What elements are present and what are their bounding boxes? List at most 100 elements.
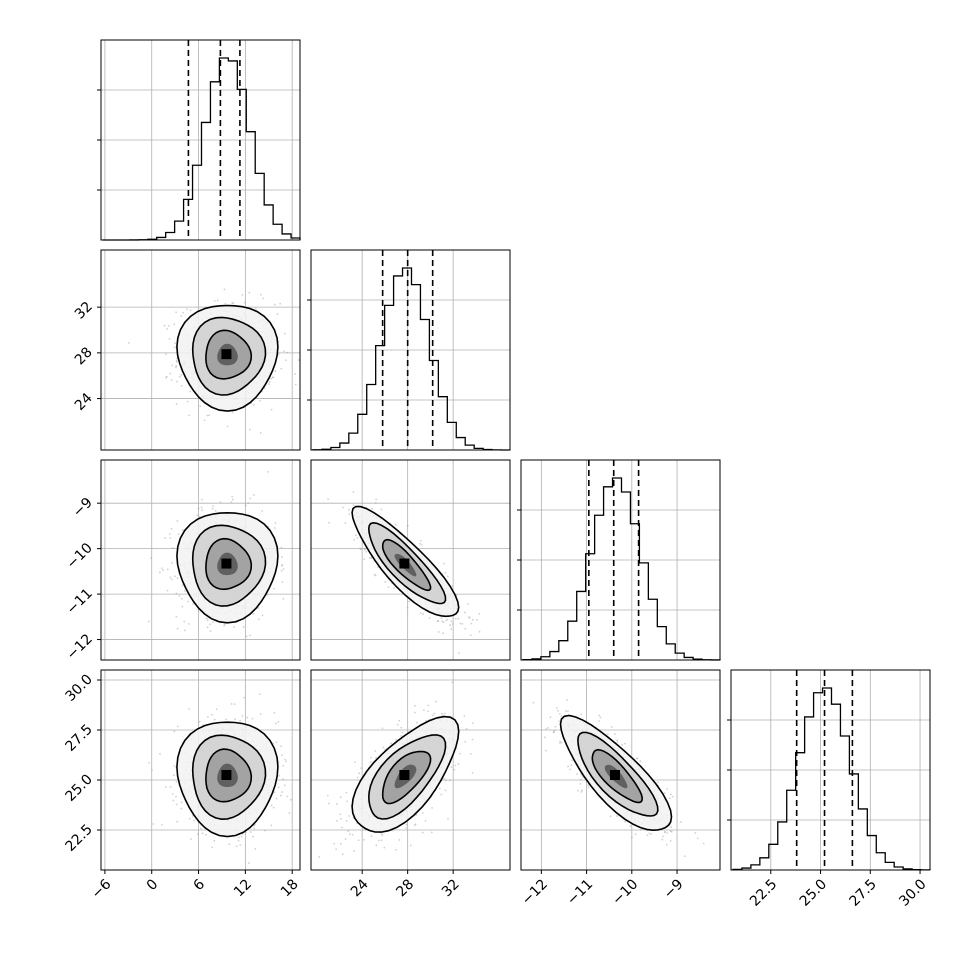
sample-point [664,830,666,833]
sample-point [180,374,183,376]
sample-point [441,620,444,623]
sample-point [405,827,407,829]
density-peak [609,770,620,780]
y-tick-label-p3: −9 [70,495,96,521]
sample-point [380,839,383,842]
sample-point [634,833,637,836]
sample-point [621,744,624,746]
density-peak [399,770,410,780]
sample-point [552,731,555,734]
sample-point [270,408,273,411]
sample-point [160,823,163,826]
sample-point [206,626,209,629]
sample-point [339,813,342,816]
sample-point [189,390,192,393]
panel-frame [520,459,721,661]
sample-point [657,781,659,784]
sample-point [424,820,427,822]
sample-point [356,776,359,779]
sample-point [371,507,374,510]
sample-point [394,523,397,526]
sample-point [178,595,181,597]
x-tick-label-p3: −9 [661,876,687,902]
sample-point [406,606,409,609]
sample-point [432,714,434,717]
sample-point [395,849,397,851]
x-tick-label-p1: 18 [278,876,302,900]
sample-point [175,615,178,618]
sample-point [381,834,384,837]
sample-point [421,812,424,814]
sample-point [162,569,165,572]
sample-point [670,826,673,828]
sample-point [261,614,264,617]
sample-point [282,597,285,600]
sample-point [280,569,283,572]
sample-point [189,463,191,465]
sample-point [365,550,368,553]
sample-point [420,544,423,546]
sample-point [184,589,186,592]
contour-3 [205,748,253,803]
sample-point [327,498,330,501]
sample-point [253,493,255,496]
sample-point [696,837,699,840]
sample-point [245,635,248,638]
sample-point [171,364,173,367]
sample-point [333,842,336,845]
sample-point [631,836,633,839]
sample-point [219,501,222,504]
histogram-panel-2 [307,249,511,451]
sample-point [342,506,344,509]
sample-point [273,587,275,590]
sample-point [192,602,195,605]
sample-point [336,803,338,806]
sample-point [211,507,214,510]
sample-point [558,720,561,723]
sample-point [165,375,168,378]
sample-point [205,617,208,620]
sample-point [335,848,338,851]
sample-point [280,794,282,797]
sample-point [639,760,642,762]
sample-point [468,616,470,618]
sample-point [175,364,178,367]
sample-point [666,832,669,834]
sample-point [187,600,190,603]
histogram-panel-1 [97,39,301,241]
sample-point [284,332,286,335]
sample-point [209,630,212,632]
sample-point [383,846,386,849]
sample-point [273,791,276,794]
sample-point [215,708,218,711]
sample-point [440,617,443,620]
sample-point [268,383,271,385]
sample-point [449,624,452,627]
histogram-step-4 [732,687,931,871]
sample-point [370,835,373,837]
sample-point [214,510,217,512]
sample-point [328,521,330,524]
sample-point [174,575,176,578]
sample-point [283,350,285,353]
contour-2 [577,731,659,817]
sample-point [282,764,285,767]
sample-point [201,498,203,501]
sample-point [419,612,422,615]
sample-point [171,793,174,795]
sample-point [243,301,246,304]
sample-point [178,375,181,378]
sample-point [214,454,216,456]
x-tick-label-p4: 25.0 [797,876,830,909]
sample-point [230,501,233,503]
sample-point [671,795,674,798]
sample-point [409,844,412,847]
sample-point [272,376,275,379]
sample-point [259,713,262,715]
sample-point [463,611,466,614]
sample-point [301,770,303,772]
sample-point [427,710,429,713]
sample-point [247,862,250,865]
sample-point [180,597,183,600]
scatter-panel-3-1 [100,459,301,661]
